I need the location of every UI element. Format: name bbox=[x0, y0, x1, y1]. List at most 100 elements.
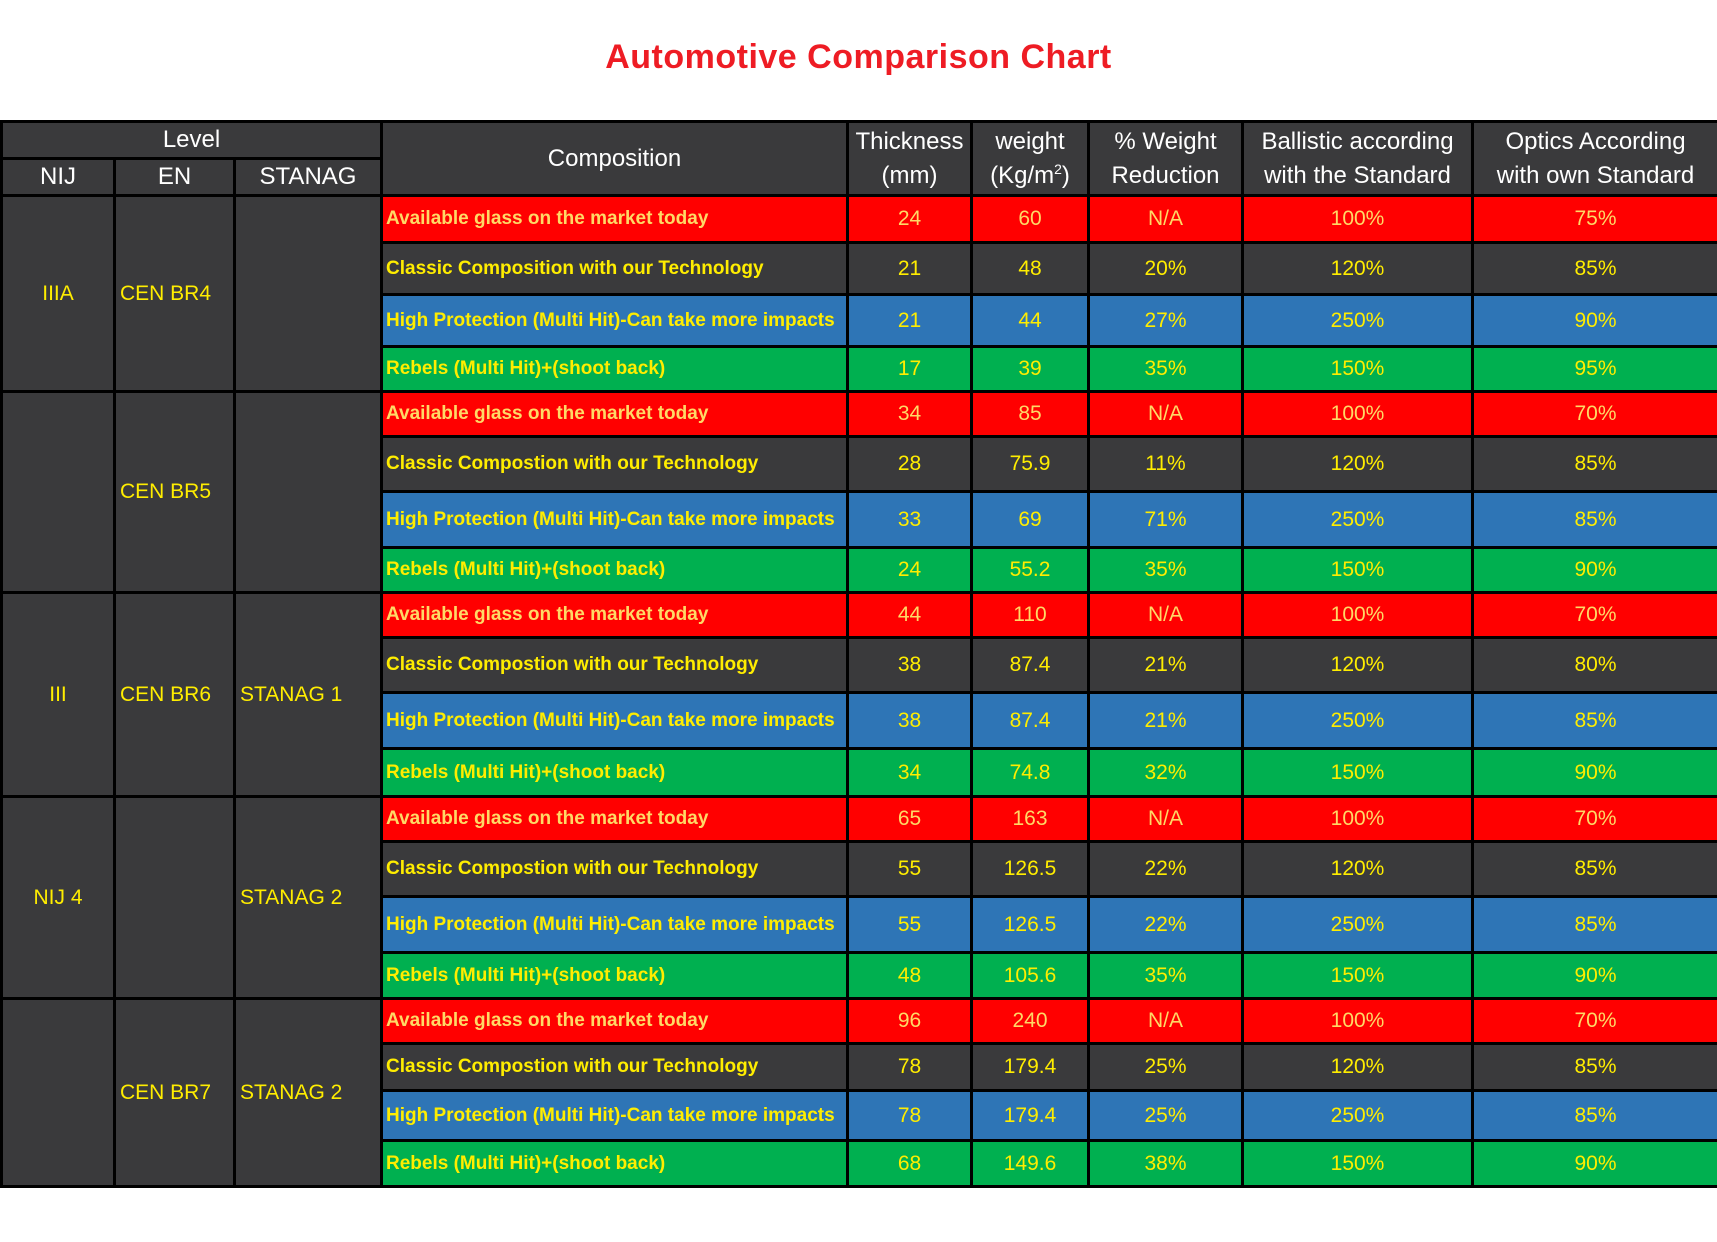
level-nij-cell bbox=[0, 390, 116, 594]
header-weight-line2-post: ) bbox=[1061, 161, 1070, 189]
optics-cell: 90% bbox=[1471, 951, 1717, 1000]
table-row: Rebels (Multi Hit)+(shoot back) 17 39 35% 15… bbox=[2, 345, 1717, 393]
weight-cell: 69 bbox=[970, 490, 1090, 549]
header-ballistic-line1: Ballistic according bbox=[1261, 127, 1454, 155]
ballistic-cell: 120% bbox=[1241, 1042, 1474, 1092]
thickness-cell: 78 bbox=[846, 1089, 973, 1142]
table-row: NIJ 4 STANAG 2 Available glass on the mark… bbox=[0, 795, 1717, 1000]
composition-cell: Rebels (Multi Hit)+(shoot back) bbox=[380, 747, 849, 798]
weight-cell: 39 bbox=[970, 345, 1090, 393]
optics-cell: 90% bbox=[1471, 1139, 1717, 1188]
reduction-cell: 35% bbox=[1087, 345, 1244, 393]
weight-cell: 149.6 bbox=[970, 1139, 1090, 1188]
reduction-cell: 35% bbox=[1087, 546, 1244, 594]
header-thickness-line2: (mm) bbox=[881, 161, 938, 189]
ballistic-cell: 250% bbox=[1241, 895, 1474, 954]
reduction-cell: N/A bbox=[1087, 390, 1244, 438]
level-stanag-cell bbox=[233, 390, 383, 594]
optics-cell: 90% bbox=[1471, 747, 1717, 798]
header-thickness: Thickness (mm) bbox=[846, 120, 973, 197]
level-nij-cell: NIJ 4 bbox=[0, 795, 116, 1000]
header-optics-line1: Optics According bbox=[1505, 127, 1686, 155]
table-row: Classic Compostion with our Technology 55… bbox=[2, 840, 1717, 898]
reduction-cell: 21% bbox=[1087, 636, 1244, 694]
header-weight: weight (Kg/m2) bbox=[970, 120, 1090, 197]
level-en-cell: CEN BR6 bbox=[113, 591, 236, 798]
weight-cell: 87.4 bbox=[970, 636, 1090, 694]
level-en-cell: CEN BR4 bbox=[113, 194, 236, 393]
comparison-table-wrapper: Level Composition Thickness (mm) weight (K… bbox=[0, 120, 1717, 1242]
thickness-cell: 38 bbox=[846, 636, 973, 694]
reduction-cell: 20% bbox=[1087, 241, 1244, 296]
header-weight-line2-sup: 2 bbox=[1054, 160, 1062, 177]
header-weight-line2-pre: (Kg/m bbox=[990, 161, 1055, 189]
optics-cell: 85% bbox=[1471, 435, 1717, 493]
level-en-cell bbox=[113, 795, 236, 1000]
reduction-cell: 25% bbox=[1087, 1089, 1244, 1142]
weight-cell: 74.8 bbox=[970, 747, 1090, 798]
thickness-cell: 28 bbox=[846, 435, 973, 493]
header-composition: Composition bbox=[380, 120, 849, 197]
table-row: Classic Compostion with our Technology 28… bbox=[2, 435, 1717, 493]
weight-cell: 126.5 bbox=[970, 895, 1090, 954]
weight-cell: 55.2 bbox=[970, 546, 1090, 594]
composition-cell: High Protection (Multi Hit)-Can take mor… bbox=[380, 691, 849, 750]
composition-cell: Classic Compostion with our Technology bbox=[380, 1042, 849, 1092]
optics-cell: 85% bbox=[1471, 691, 1717, 750]
ballistic-cell: 100% bbox=[1241, 591, 1474, 639]
optics-cell: 95% bbox=[1471, 345, 1717, 393]
optics-cell: 90% bbox=[1471, 546, 1717, 594]
optics-cell: 85% bbox=[1471, 490, 1717, 549]
thickness-cell: 55 bbox=[846, 895, 973, 954]
ballistic-cell: 150% bbox=[1241, 951, 1474, 1000]
composition-cell: High Protection (Multi Hit)-Can take mor… bbox=[380, 293, 849, 348]
table-row: CEN BR5 Available glass on the market tod… bbox=[0, 390, 1717, 594]
thickness-cell: 17 bbox=[846, 345, 973, 393]
ballistic-cell: 100% bbox=[1241, 997, 1474, 1045]
optics-cell: 85% bbox=[1471, 1089, 1717, 1142]
header-weight-line1: weight bbox=[995, 127, 1065, 155]
ballistic-cell: 120% bbox=[1241, 840, 1474, 898]
weight-cell: 126.5 bbox=[970, 840, 1090, 898]
ballistic-cell: 100% bbox=[1241, 795, 1474, 843]
table-row: Rebels (Multi Hit)+(shoot back) 68 149.6 38… bbox=[2, 1139, 1717, 1188]
composition-cell: Classic Compostion with our Technology bbox=[380, 840, 849, 898]
weight-cell: 87.4 bbox=[970, 691, 1090, 750]
ballistic-cell: 100% bbox=[1241, 390, 1474, 438]
ballistic-cell: 120% bbox=[1241, 241, 1474, 296]
thickness-cell: 68 bbox=[846, 1139, 973, 1188]
header-optics: Optics According with own Standard bbox=[1471, 120, 1717, 197]
ballistic-cell: 250% bbox=[1241, 293, 1474, 348]
header-nij: NIJ bbox=[0, 157, 116, 197]
optics-cell: 80% bbox=[1471, 636, 1717, 694]
composition-cell: High Protection (Multi Hit)-Can take mor… bbox=[380, 1089, 849, 1142]
ballistic-cell: 150% bbox=[1241, 345, 1474, 393]
chart-title: Automotive Comparison Chart bbox=[605, 38, 1112, 76]
composition-cell: Available glass on the market today bbox=[380, 795, 849, 843]
optics-cell: 85% bbox=[1471, 241, 1717, 296]
ballistic-cell: 120% bbox=[1241, 636, 1474, 694]
composition-cell: Classic Compostion with our Technology bbox=[380, 435, 849, 493]
weight-cell: 44 bbox=[970, 293, 1090, 348]
table-row: Classic Composition with our Technology 2… bbox=[2, 241, 1717, 296]
table-row: High Protection (Multi Hit)-Can take mor… bbox=[2, 895, 1717, 954]
header-reduction-line1: % Weight bbox=[1114, 127, 1217, 155]
ballistic-cell: 100% bbox=[1241, 194, 1474, 244]
ballistic-cell: 150% bbox=[1241, 546, 1474, 594]
optics-cell: 70% bbox=[1471, 997, 1717, 1045]
reduction-cell: 22% bbox=[1087, 895, 1244, 954]
thickness-cell: 21 bbox=[846, 293, 973, 348]
table-row: III CEN BR6 STANAG 1 Available glass on the… bbox=[0, 591, 1717, 798]
optics-cell: 85% bbox=[1471, 840, 1717, 898]
table-row: High Protection (Multi Hit)-Can take mor… bbox=[2, 691, 1717, 750]
table-row: Classic Compostion with our Technology 78… bbox=[2, 1042, 1717, 1092]
composition-cell: Rebels (Multi Hit)+(shoot back) bbox=[380, 951, 849, 1000]
reduction-cell: 22% bbox=[1087, 840, 1244, 898]
ballistic-cell: 250% bbox=[1241, 1089, 1474, 1142]
weight-cell: 179.4 bbox=[970, 1042, 1090, 1092]
composition-cell: High Protection (Multi Hit)-Can take mor… bbox=[380, 895, 849, 954]
composition-cell: Classic Composition with our Technology bbox=[380, 241, 849, 296]
thickness-cell: 24 bbox=[846, 194, 973, 244]
level-en-cell: CEN BR7 bbox=[113, 997, 236, 1188]
level-nij-cell bbox=[0, 997, 116, 1188]
